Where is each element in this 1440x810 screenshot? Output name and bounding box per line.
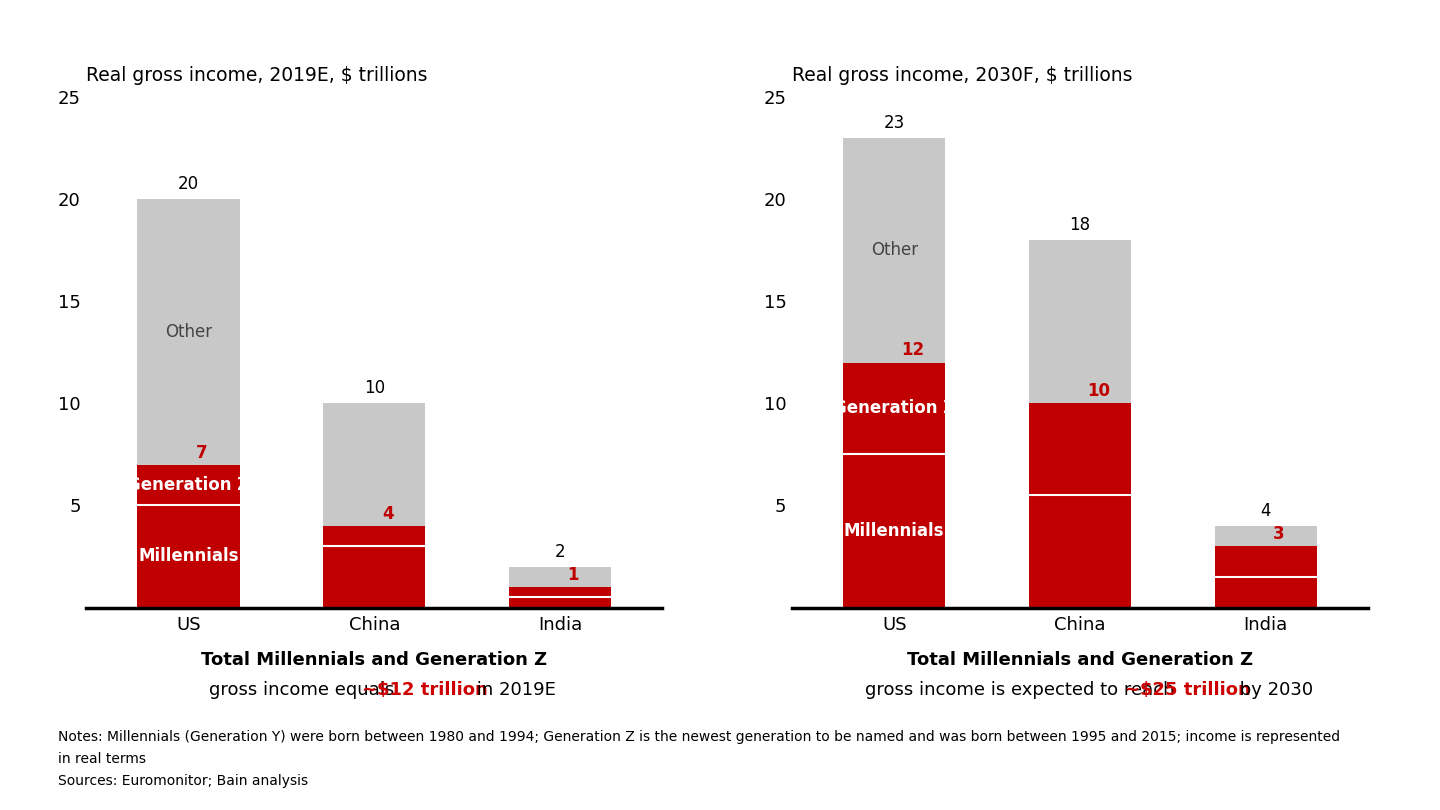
Text: Notes: Millennials (Generation Y) were born between 1980 and 1994; Generation Z : Notes: Millennials (Generation Y) were b… (58, 730, 1339, 744)
Bar (1215, 546, 1318, 577)
Text: 2: 2 (554, 543, 566, 561)
Bar (510, 587, 612, 597)
Text: Other: Other (871, 241, 917, 259)
Text: Millennials: Millennials (138, 548, 239, 565)
Text: Other: Other (166, 323, 212, 341)
Text: Sources: Euromonitor; Bain analysis: Sources: Euromonitor; Bain analysis (58, 774, 308, 788)
Text: by 2030: by 2030 (1234, 681, 1313, 699)
Text: 3: 3 (1273, 525, 1284, 544)
Text: ~$25 trillion: ~$25 trillion (1125, 681, 1251, 699)
Text: gross income equals: gross income equals (209, 681, 400, 699)
Bar (324, 526, 425, 546)
Text: gross income is expected to reach: gross income is expected to reach (865, 681, 1181, 699)
Bar (1030, 495, 1130, 608)
Text: in 2019E: in 2019E (471, 681, 556, 699)
Bar (842, 363, 945, 454)
Bar (1030, 240, 1130, 403)
Text: Generation Z: Generation Z (127, 476, 249, 494)
Bar (842, 138, 945, 363)
Text: Real gross income, 2030F, $ trillions: Real gross income, 2030F, $ trillions (792, 66, 1132, 84)
Bar (1215, 526, 1318, 546)
Text: 20: 20 (179, 175, 199, 193)
Text: 4: 4 (1260, 501, 1272, 520)
Text: 1: 1 (567, 566, 579, 584)
Text: 23: 23 (884, 114, 904, 132)
Text: 10: 10 (1087, 382, 1110, 400)
Bar (510, 567, 612, 587)
Text: 18: 18 (1070, 216, 1090, 234)
Bar (1215, 577, 1318, 608)
Bar (324, 546, 425, 608)
Bar (324, 403, 425, 526)
Text: in real terms: in real terms (58, 752, 145, 766)
Text: 4: 4 (382, 505, 393, 522)
Text: Total Millennials and Generation Z: Total Millennials and Generation Z (202, 651, 547, 669)
Bar (137, 465, 239, 505)
Text: Total Millennials and Generation Z: Total Millennials and Generation Z (907, 651, 1253, 669)
Bar (510, 597, 612, 608)
Text: 10: 10 (364, 379, 384, 397)
Text: 7: 7 (196, 444, 207, 462)
Text: Real gross income, 2019E, $ trillions: Real gross income, 2019E, $ trillions (86, 66, 428, 84)
Text: 12: 12 (901, 342, 924, 360)
Text: Millennials: Millennials (844, 522, 945, 540)
Bar (1030, 403, 1130, 495)
Text: ~$12 trillion: ~$12 trillion (361, 681, 488, 699)
Bar (137, 505, 239, 608)
Bar (842, 454, 945, 608)
Text: Generation Z: Generation Z (832, 399, 955, 417)
Bar (137, 199, 239, 465)
